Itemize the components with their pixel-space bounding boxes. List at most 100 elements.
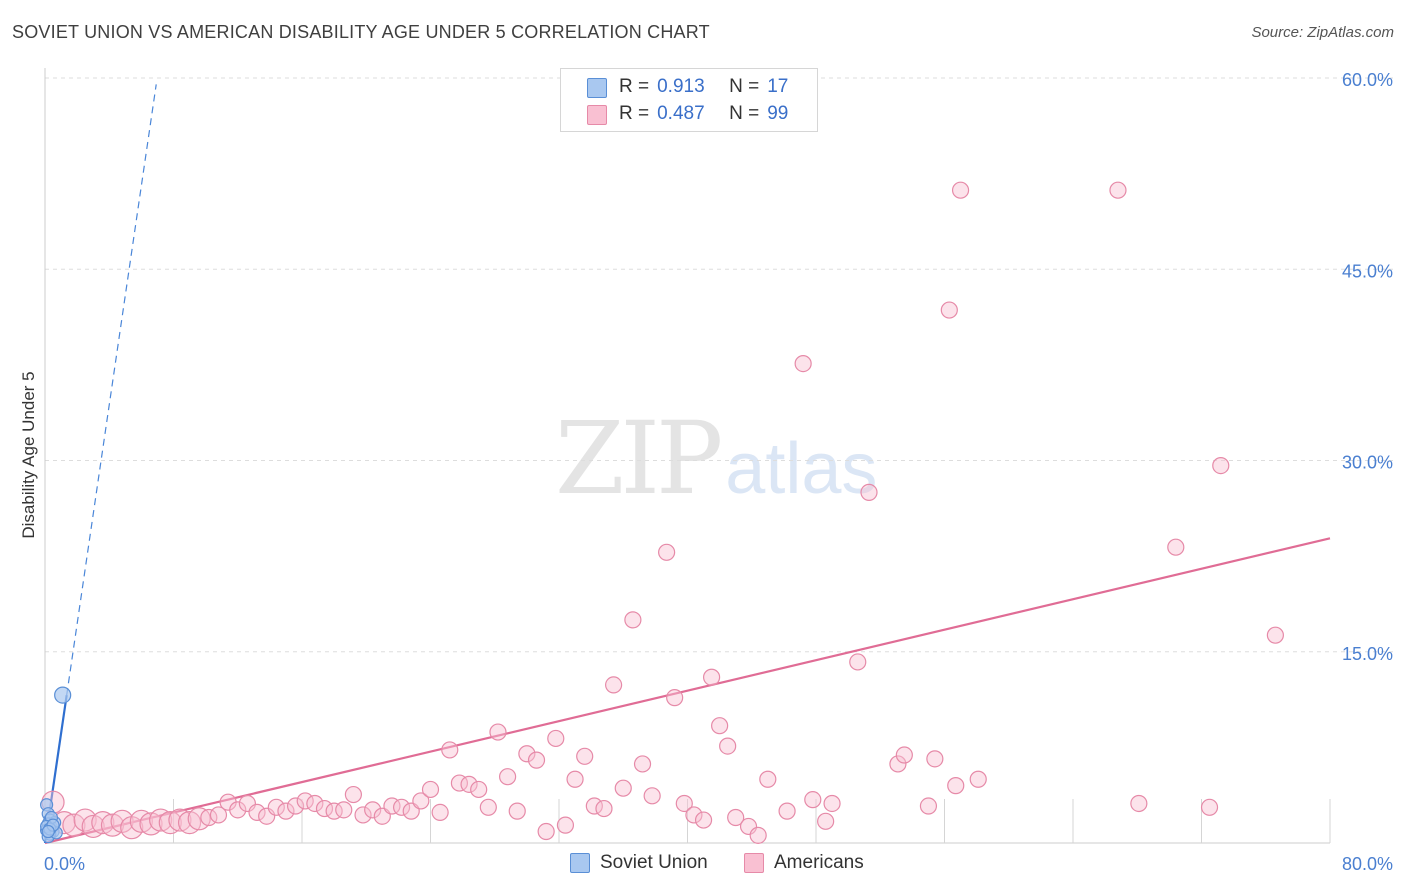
axes — [44, 68, 1331, 844]
americans-trend-line — [44, 537, 1331, 845]
americans-point — [354, 806, 372, 824]
americans-point — [947, 777, 965, 795]
americans-point — [860, 483, 878, 501]
y-axis-label: Disability Age Under 5 — [19, 371, 38, 538]
legend-r-value: 0.487 — [657, 103, 705, 124]
americans-point — [804, 791, 822, 809]
americans-point — [177, 810, 202, 835]
americans-point — [62, 813, 86, 837]
americans-point — [296, 792, 314, 810]
americans-point — [624, 611, 642, 629]
legend-n-value: 17 — [767, 76, 789, 97]
legend-n-value: 99 — [767, 103, 789, 124]
legend-swatch-soviet-union — [587, 78, 607, 98]
x-tick-label: 0.0% — [44, 854, 85, 874]
legend-row-americans: R = 0.487 N = 99 — [587, 102, 789, 126]
americans-point — [441, 741, 459, 759]
americans-point — [81, 814, 105, 839]
y-tick-label: 60.0% — [1342, 70, 1393, 90]
americans-point — [895, 746, 913, 764]
americans-point — [633, 755, 652, 773]
legend-row-soviet-union: R = 0.913 N = 17 — [587, 75, 789, 99]
americans-point — [605, 676, 623, 694]
americans-point — [200, 808, 218, 827]
americans-point — [823, 794, 841, 813]
americans-point — [527, 751, 546, 769]
americans-point — [614, 779, 632, 797]
americans-point — [1212, 457, 1230, 475]
americans-point — [518, 745, 536, 763]
americans-point — [585, 797, 603, 815]
grid-lines — [45, 77, 1395, 653]
americans-point — [460, 775, 478, 793]
americans-point — [951, 181, 970, 199]
americans-point — [547, 729, 565, 748]
bottom-legend-americans: Americans — [744, 852, 864, 874]
americans-point — [919, 797, 938, 815]
americans-point — [1109, 181, 1127, 199]
y-tick-label: 15.0% — [1342, 644, 1393, 664]
americans-point — [817, 812, 835, 830]
americans-point — [100, 813, 125, 837]
americans-point — [73, 808, 97, 832]
americans-point — [508, 802, 526, 820]
americans-point — [595, 799, 613, 818]
americans-point — [1200, 798, 1219, 816]
americans-point — [315, 799, 334, 818]
trend-lines — [43, 84, 1331, 845]
legend: R = 0.913 N = 17 R = 0.487 N = 99 — [560, 68, 818, 132]
legend-swatch-americans — [587, 105, 607, 125]
americans-point — [711, 717, 729, 735]
chart-title: SOVIET UNION VS AMERICAN DISABILITY AGE … — [12, 22, 710, 42]
americans-point — [129, 809, 153, 833]
americans-point — [306, 794, 324, 813]
x-tick-label: 80.0% — [1342, 854, 1393, 874]
americans-point — [643, 787, 661, 805]
americans-point — [470, 780, 488, 799]
data-points — [40, 181, 1284, 844]
americans-point — [702, 668, 721, 686]
americans-point — [267, 798, 285, 816]
y-tick-label: 30.0% — [1342, 453, 1393, 473]
americans-point — [778, 802, 796, 820]
americans-point — [969, 770, 987, 788]
legend-r-label: R = — [619, 103, 650, 124]
watermark-atlas: atlas — [725, 429, 878, 509]
americans-point — [149, 808, 173, 832]
americans-point — [168, 808, 192, 832]
watermark: ZIPatlas — [555, 400, 877, 517]
bottom-legend-label-soviet-union: Soviet Union — [600, 852, 708, 873]
americans-point — [926, 750, 944, 768]
soviet-union-trend-extension — [66, 84, 157, 696]
americans-point — [576, 747, 594, 765]
bottom-legend-swatch-americans — [744, 853, 764, 873]
americans-point — [1266, 626, 1284, 644]
bottom-legend-label-americans: Americans — [774, 852, 864, 873]
americans-point — [248, 803, 266, 822]
legend-r-value: 0.913 — [657, 76, 705, 97]
americans-point — [749, 826, 767, 844]
americans-point — [489, 723, 507, 741]
americans-point — [1167, 538, 1185, 556]
americans-point — [277, 802, 295, 820]
americans-point — [759, 770, 777, 788]
y-tick-label: 45.0% — [1342, 261, 1393, 281]
americans-point — [91, 810, 115, 835]
americans-point — [556, 816, 575, 834]
legend-n-label: N = — [729, 76, 760, 97]
americans-point — [479, 798, 497, 816]
soviet-union-point — [54, 686, 72, 704]
americans-point — [412, 792, 430, 810]
watermark-zip: ZIP — [555, 400, 723, 517]
bottom-legend-soviet-union: Soviet Union — [570, 852, 708, 874]
americans-point — [694, 811, 713, 829]
americans-point — [499, 768, 517, 786]
americans-point — [719, 737, 737, 755]
americans-point — [421, 780, 440, 799]
americans-point — [139, 812, 163, 836]
legend-r-label: R = — [619, 76, 650, 97]
americans-point — [889, 755, 907, 773]
americans-point — [229, 801, 247, 819]
americans-point — [849, 653, 867, 671]
